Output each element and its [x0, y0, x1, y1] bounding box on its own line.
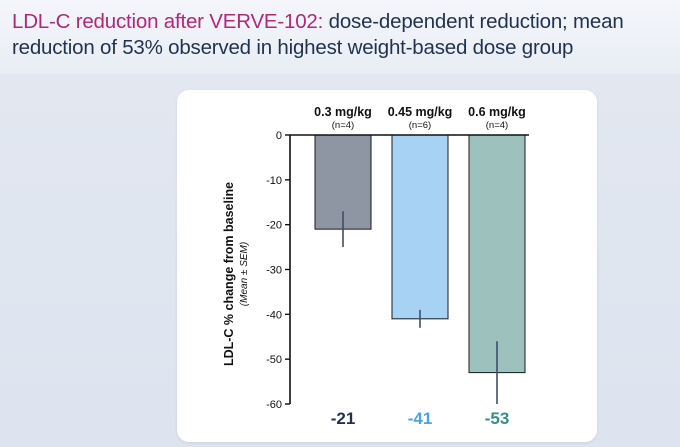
labels: 0.3 mg/kg(n=4)-210.45 mg/kg(n=6)-410.6 m…: [314, 105, 526, 428]
y-tick-label: -30: [266, 265, 282, 277]
slide-title: LDL-C reduction after VERVE-102: dose-de…: [12, 9, 676, 61]
n-label-2: (n=6): [409, 120, 431, 131]
y-tick-label: -20: [266, 220, 282, 232]
category-label-1: 0.3 mg/kg: [314, 105, 372, 119]
bar-3: [468, 134, 526, 374]
y-tick-label: 0: [276, 130, 282, 142]
bar-chart: 0-10-20-30-40-50-60 0.3 mg/kg(n=4)-210.4…: [222, 105, 529, 428]
value-label-2: -41: [408, 409, 433, 428]
y-axis: 0 -10 -20 -30 -40 -50 -60: [266, 130, 291, 411]
title-accent: LDL-C reduction after VERVE-102:: [12, 10, 324, 33]
y-tick-label: -10: [266, 175, 282, 187]
n-label-1: (n=4): [332, 120, 354, 131]
bar-2: [391, 134, 449, 320]
title-band: [0, 0, 680, 74]
y-axis-sublabel: (Mean ± SEM): [239, 242, 250, 306]
y-tick-label: -50: [266, 354, 282, 366]
category-label-2: 0.45 mg/kg: [388, 105, 453, 119]
category-label-3: 0.6 mg/kg: [468, 105, 526, 119]
bars: [290, 134, 529, 404]
value-label-3: -53: [485, 409, 510, 428]
y-axis-label: LDL-C % change from baseline: [222, 182, 236, 366]
title-rest: dose-dependent reduction; mean reduction…: [12, 10, 624, 59]
value-label-1: -21: [331, 409, 356, 428]
y-tick-label: -40: [266, 309, 282, 321]
y-tick-label: -60: [266, 399, 282, 411]
chart-card: [177, 90, 597, 442]
n-label-3: (n=4): [486, 120, 508, 131]
